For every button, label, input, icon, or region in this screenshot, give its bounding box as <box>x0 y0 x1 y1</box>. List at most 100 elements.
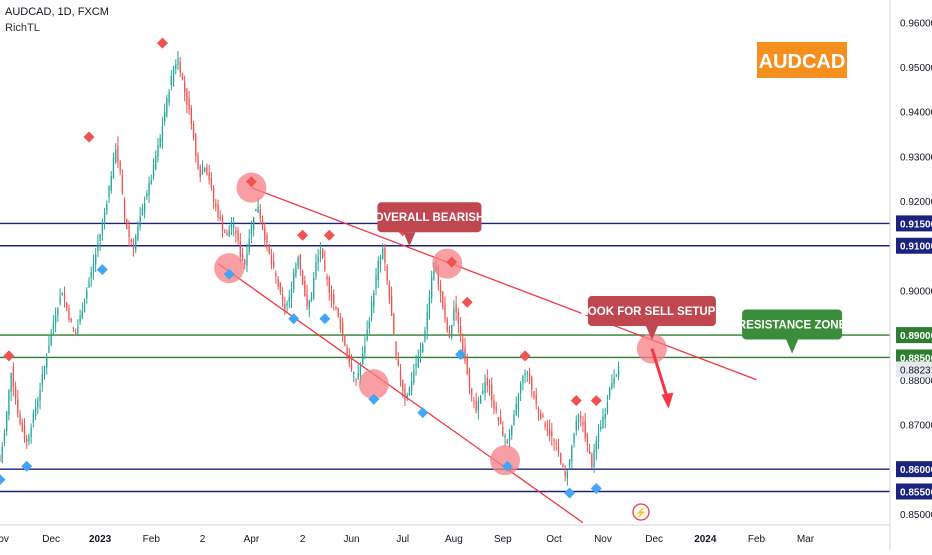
candle-body <box>337 307 339 317</box>
candle-body <box>580 416 582 418</box>
candle-body <box>408 387 411 396</box>
highlight-circle <box>214 253 245 284</box>
candle-body <box>97 243 99 251</box>
candle-body <box>477 401 480 411</box>
candle-body <box>68 308 70 321</box>
candle-body <box>330 293 333 300</box>
candle-body <box>433 271 435 280</box>
x-tick-label: 2 <box>300 534 306 545</box>
candle-body <box>353 372 355 375</box>
candle-body <box>399 370 402 382</box>
candle-body <box>548 428 551 436</box>
candle-body <box>370 301 373 319</box>
candle-body <box>462 338 464 352</box>
candle-body <box>186 88 188 105</box>
candle-body <box>511 425 513 436</box>
x-tick-label: Aug <box>445 534 463 545</box>
candle-body <box>261 220 264 230</box>
candle-body <box>108 186 110 197</box>
swing-low-marker <box>288 313 300 325</box>
candle-body <box>86 290 88 299</box>
candle-body <box>106 204 108 211</box>
candle-body <box>155 156 157 170</box>
candle-body <box>455 304 457 313</box>
candle-body <box>70 319 72 322</box>
candle-body <box>586 434 589 446</box>
candle-body <box>163 112 166 122</box>
candle-body <box>397 359 399 366</box>
x-tick-label: Jun <box>343 534 359 545</box>
candle-body <box>161 125 164 142</box>
candle-body <box>128 225 130 238</box>
swing-high-marker <box>570 395 582 407</box>
candle-body <box>126 218 128 230</box>
candle-body <box>92 263 95 271</box>
candle-body <box>366 329 368 340</box>
level-price-tag <box>896 327 932 344</box>
candle-body <box>1 447 3 463</box>
candle-body <box>175 64 177 69</box>
candle-body <box>239 240 241 257</box>
candle-body <box>566 471 569 478</box>
candle-body <box>248 238 250 253</box>
swing-low-marker <box>21 460 33 472</box>
candle-body <box>346 346 348 354</box>
candle-body <box>497 417 500 421</box>
candle-body <box>264 227 266 240</box>
annotation-bearish-pointer <box>403 232 416 247</box>
candle-body <box>99 234 101 242</box>
candle-body <box>375 275 377 289</box>
candle-body <box>444 304 446 320</box>
x-tick-label: Dec <box>42 534 60 545</box>
candle-body <box>103 212 106 221</box>
candle-body <box>393 314 395 335</box>
candle-body <box>395 341 397 356</box>
x-tick-label: Jul <box>396 534 409 545</box>
candle-body <box>10 373 12 392</box>
candle-body <box>390 295 393 316</box>
candle-body <box>250 224 253 235</box>
candle-body <box>344 336 346 346</box>
levels-layer <box>0 222 890 493</box>
candle-body <box>281 296 284 300</box>
candle-body <box>50 333 52 346</box>
candle-body <box>3 432 6 444</box>
candle-body <box>424 330 426 341</box>
candle-body <box>184 82 186 93</box>
candle-body <box>268 244 270 254</box>
candle-body <box>508 437 511 441</box>
annotations-layer: OVERALL BEARISH LOOK FOR SELL SETUPS RESIS… <box>375 42 847 521</box>
candle-body <box>146 193 148 197</box>
candle-body <box>551 431 553 437</box>
highlight-circle <box>490 445 521 476</box>
candle-body <box>34 407 37 416</box>
swing-low-marker <box>564 487 576 499</box>
candle-body <box>484 381 486 394</box>
x-tick-label: Apr <box>244 534 260 545</box>
candle-body <box>317 256 319 263</box>
swing-high-marker <box>590 395 602 407</box>
x-tick-label: Nov <box>0 534 9 545</box>
candle-body <box>252 216 255 230</box>
candle-body <box>37 399 39 408</box>
candle-body <box>606 403 609 412</box>
candle-body <box>8 390 10 415</box>
candle-body <box>255 208 257 212</box>
candle-body <box>335 307 337 309</box>
candle-body <box>74 332 77 336</box>
x-tick-label: Nov <box>594 534 612 545</box>
candle-body <box>295 264 297 276</box>
candle-body <box>328 277 330 294</box>
candle-body <box>537 408 540 413</box>
candle-body <box>560 453 562 464</box>
candle-body <box>573 433 575 444</box>
candle-body <box>88 281 90 287</box>
highlight-circle <box>432 248 463 279</box>
candle-body <box>426 312 428 330</box>
candle-body <box>275 273 277 276</box>
candle-body <box>132 245 135 249</box>
pair-badge-text: AUDCAD <box>759 51 846 73</box>
